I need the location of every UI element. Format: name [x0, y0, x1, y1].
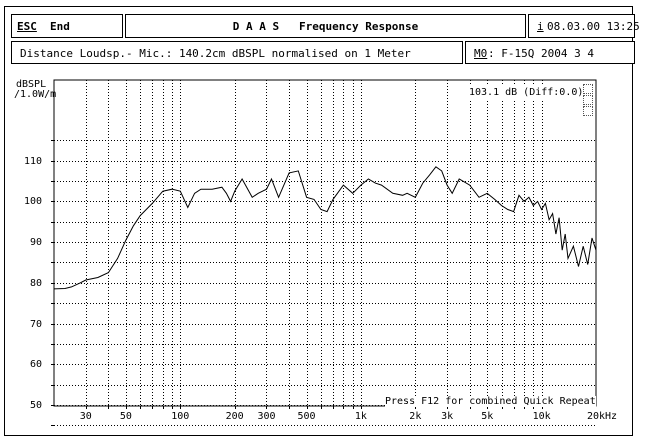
x-tick-label: 500 [297, 411, 316, 422]
response-curve [53, 166, 597, 290]
x-tick-label: 100 [171, 411, 190, 422]
x-tick-label: 5k [481, 411, 494, 422]
y-tick-label: 100 [23, 196, 42, 208]
chart-grid [54, 80, 596, 426]
x-tick-label: 30 [79, 411, 92, 422]
info-datetime-box[interactable]: i 08.03.00 13:25 [528, 14, 640, 38]
y-tick-label: 90 [29, 237, 42, 249]
quick-repeat-hint: Press F12 for combined Quick Repeat [385, 396, 596, 407]
level-reading: 103.1 dB (Diff:0.0) [469, 86, 584, 99]
window-title: D A A S Frequency Response [232, 20, 419, 33]
marker-block-2 [583, 95, 593, 105]
marker-block-1 [583, 84, 593, 94]
x-tick-label: 50 [119, 411, 132, 422]
app-frame [4, 6, 633, 436]
m0-box[interactable]: M0 : F-15Q 2004 3 4 [465, 41, 635, 64]
measurement-description: Distance Loudsp.- Mic.: 140.2cm dBSPL no… [20, 47, 411, 60]
end-label: End [50, 20, 70, 33]
info-key-label: i [537, 20, 544, 33]
y-axis-label-line2: /1.0W/m [14, 89, 57, 100]
x-tick-label: 10k [532, 411, 551, 422]
y-tick-label: 110 [23, 155, 42, 167]
measurement-info-box: Distance Loudsp.- Mic.: 140.2cm dBSPL no… [11, 41, 463, 64]
esc-key-label: ESC [17, 20, 37, 33]
x-tick-label: 1k [354, 411, 367, 422]
x-tick-label: 20kHz [586, 411, 618, 422]
y-tick-label: 80 [29, 277, 42, 289]
x-tick-label: 3k [441, 411, 454, 422]
esc-end-button[interactable]: ESC End [11, 14, 123, 38]
title-bar: D A A S Frequency Response [125, 14, 526, 38]
y-axis-label-line1: dBSPL [16, 79, 47, 90]
m0-key-label: M0 [474, 47, 488, 60]
x-tick-label: 300 [257, 411, 276, 422]
y-tick-label: 60 [29, 359, 42, 371]
y-tick-label: 70 [29, 318, 42, 330]
y-tick-label: 50 [29, 399, 42, 411]
x-tick-label: 200 [225, 411, 244, 422]
marker-block-3 [583, 106, 593, 116]
x-tick-label: 2k [409, 411, 422, 422]
m0-value: : F-15Q 2004 3 4 [488, 47, 594, 60]
datetime-text: 08.03.00 13:25 [547, 20, 640, 33]
